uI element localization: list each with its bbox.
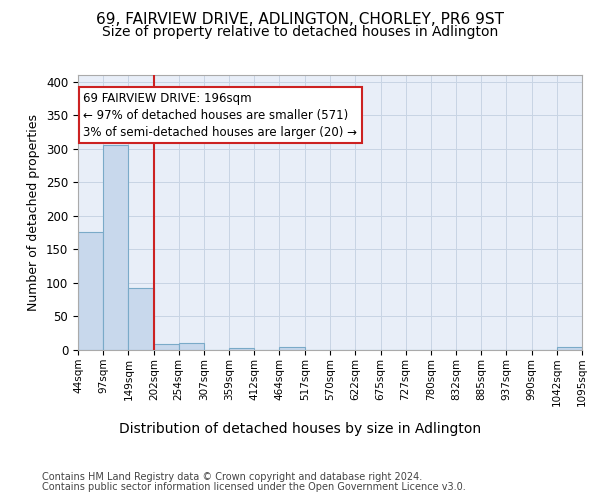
Bar	[103, 146, 128, 350]
Text: Contains HM Land Registry data © Crown copyright and database right 2024.: Contains HM Land Registry data © Crown c…	[42, 472, 422, 482]
Bar	[179, 344, 204, 350]
Text: Distribution of detached houses by size in Adlington: Distribution of detached houses by size …	[119, 422, 481, 436]
Bar	[280, 346, 305, 350]
Y-axis label: Number of detached properties: Number of detached properties	[28, 114, 40, 311]
Bar	[128, 288, 154, 350]
Bar	[78, 232, 103, 350]
Text: 69 FAIRVIEW DRIVE: 196sqm
← 97% of detached houses are smaller (571)
3% of semi-: 69 FAIRVIEW DRIVE: 196sqm ← 97% of detac…	[83, 92, 357, 139]
Bar	[557, 348, 582, 350]
Bar	[154, 344, 179, 350]
Bar	[229, 348, 254, 350]
Text: Size of property relative to detached houses in Adlington: Size of property relative to detached ho…	[102, 25, 498, 39]
Text: 69, FAIRVIEW DRIVE, ADLINGTON, CHORLEY, PR6 9ST: 69, FAIRVIEW DRIVE, ADLINGTON, CHORLEY, …	[96, 12, 504, 28]
Text: Contains public sector information licensed under the Open Government Licence v3: Contains public sector information licen…	[42, 482, 466, 492]
